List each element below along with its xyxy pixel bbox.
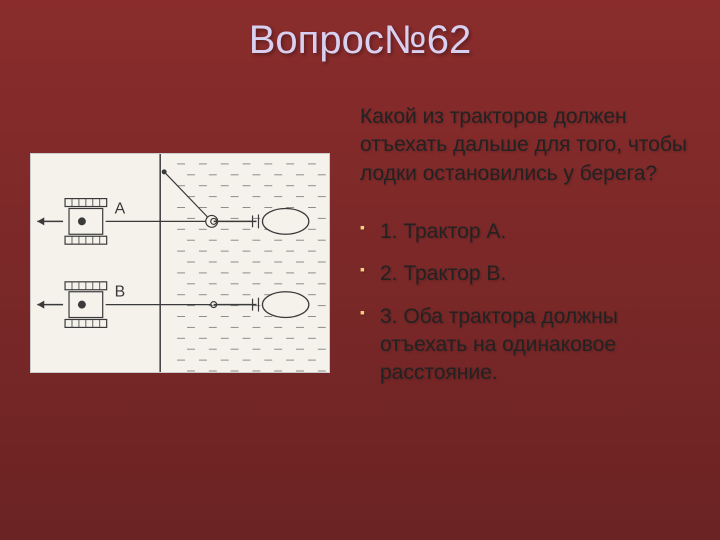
answer-option: 3. Оба трактора должны отъехать на одина… (360, 303, 690, 388)
svg-text:A: A (115, 200, 126, 217)
answer-option: 1. Трактор А. (360, 218, 690, 246)
page-title: Вопрос№62 (0, 0, 720, 63)
diagram-container: AB (30, 103, 330, 402)
content-area: AB Какой из тракторов должен отъехать да… (0, 63, 720, 422)
answers-list: 1. Трактор А. 2. Трактор В. 3. Оба тракт… (360, 218, 690, 388)
question-text: Какой из тракторов должен отъехать дальш… (360, 103, 690, 188)
text-column: Какой из тракторов должен отъехать дальш… (360, 103, 690, 402)
answer-option: 2. Трактор В. (360, 260, 690, 288)
tractors-boats-diagram: AB (30, 153, 330, 373)
svg-text:B: B (115, 284, 126, 301)
